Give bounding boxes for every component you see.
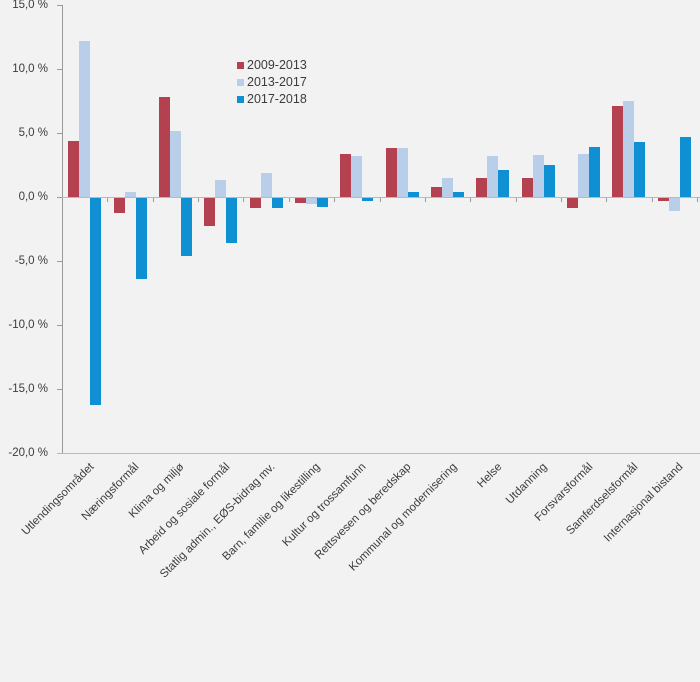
bar-2017-2018-11 (589, 147, 601, 197)
category-label: Kommunal og modernisering (346, 461, 460, 574)
y-axis-label: 15,0 % (12, 0, 48, 12)
bar-2013-2017-1 (124, 191, 136, 197)
bar-2013-2017-2 (169, 130, 181, 197)
category-label: Utdanning (504, 461, 550, 507)
y-axis-label: -20,0 % (8, 446, 48, 459)
y-axis-label: 5,0 % (18, 127, 48, 140)
bar-2013-2017-3 (215, 180, 227, 197)
bar-2013-2017-6 (351, 156, 363, 197)
y-axis-tick (57, 324, 62, 326)
bar-2009-2013-0 (68, 140, 80, 197)
category-tick (288, 198, 290, 202)
zero-line (62, 197, 700, 198)
category-label: Kultur og trossamfunn (280, 461, 369, 550)
category-tick (334, 198, 336, 202)
bar-2013-2017-4 (260, 172, 272, 197)
bar-2013-2017-13 (668, 198, 680, 211)
bar-2017-2018-9 (498, 170, 510, 197)
bar-2017-2018-3 (226, 198, 238, 243)
bar-2017-2018-5 (316, 198, 328, 207)
bar-2009-2013-1 (113, 198, 125, 214)
bar-2013-2017-8 (442, 177, 454, 197)
legend-item: 2009-2013 (237, 57, 307, 74)
bar-2013-2017-10 (532, 154, 544, 197)
y-axis-tick (57, 388, 62, 390)
category-tick (470, 198, 472, 202)
category-label: Rettsvesen og beredskap (312, 461, 414, 562)
legend-swatch-icon (237, 96, 244, 103)
bar-2009-2013-7 (385, 148, 397, 197)
category-label: Arbeid og sosiale formål (136, 461, 233, 557)
legend-swatch-icon (237, 62, 244, 69)
category-label: Barn, familie og likestilling (220, 461, 323, 564)
category-label: Statlig admin., EØS-bidrag mv. (158, 461, 278, 581)
category-tick (198, 198, 200, 202)
bar-2009-2013-13 (657, 198, 669, 201)
legend-item: 2013-2017 (237, 74, 307, 91)
bar-2013-2017-5 (305, 198, 317, 205)
bar-2017-2018-0 (90, 198, 102, 406)
y-axis-label: -5,0 % (14, 254, 48, 267)
category-tick (515, 198, 517, 202)
bar-2017-2018-4 (271, 198, 283, 209)
y-axis-line (62, 5, 63, 453)
bar-2017-2018-2 (180, 198, 192, 256)
bar-2013-2017-9 (487, 156, 499, 197)
y-axis-tick (57, 69, 62, 71)
legend-item: 2017-2018 (237, 91, 307, 108)
y-axis-tick (57, 260, 62, 262)
category-tick (697, 198, 698, 202)
bar-2009-2013-10 (521, 177, 533, 197)
bar-2009-2013-4 (249, 198, 261, 209)
category-tick (62, 198, 63, 202)
y-axis-tick (57, 197, 62, 198)
bar-2009-2013-3 (204, 198, 216, 227)
bar-2017-2018-1 (135, 198, 147, 279)
y-axis-tick (57, 133, 62, 135)
category-label: Helse (475, 461, 505, 491)
bar-2017-2018-6 (362, 198, 374, 201)
bar-2017-2018-12 (634, 142, 646, 197)
category-label: Forsvarsformål (532, 461, 596, 524)
bar-2017-2018-7 (407, 191, 419, 197)
bottom-axis-line (57, 452, 700, 454)
y-axis-tick (57, 5, 62, 7)
category-tick (424, 198, 426, 202)
category-tick (107, 198, 109, 202)
bar-2009-2013-8 (431, 186, 443, 197)
legend-label: 2009-2013 (247, 58, 307, 72)
bar-2009-2013-2 (158, 97, 170, 197)
category-tick (379, 198, 381, 202)
bar-2009-2013-6 (340, 153, 352, 197)
category-tick (606, 198, 608, 202)
category-tick (243, 198, 245, 202)
bar-2013-2017-11 (578, 153, 590, 197)
legend-swatch-icon (237, 79, 244, 86)
bar-2013-2017-12 (623, 101, 635, 197)
bar-2009-2013-9 (476, 177, 488, 197)
y-axis-label: -10,0 % (8, 318, 48, 331)
plot-area: 15,0 % 10,0 % 5,0 % 0,0 % -5,0 % -10,0 % -15,0… (8, 0, 700, 581)
y-axis-label: 10,0 % (12, 63, 48, 76)
y-axis-label: 0,0 % (18, 191, 48, 203)
bar-2013-2017-0 (79, 41, 91, 197)
category-tick (152, 198, 154, 202)
y-axis-label: -15,0 % (8, 382, 48, 395)
bar-2013-2017-7 (396, 148, 408, 197)
legend-label: 2017-2018 (247, 92, 307, 106)
bar-2009-2013-11 (567, 198, 579, 209)
bar-2009-2013-12 (612, 106, 624, 197)
category-label: Internasjonal bistand (602, 461, 686, 545)
legend: 2009-2013 2013-2017 2017-2018 (237, 57, 307, 108)
category-tick (560, 198, 562, 202)
bar-2009-2013-5 (294, 198, 306, 204)
legend-label: 2013-2017 (247, 75, 307, 89)
bar-chart: 15,0 % 10,0 % 5,0 % 0,0 % -5,0 % -10,0 % -15,0… (8, 0, 700, 581)
category-tick (651, 198, 653, 202)
category-label: Samferdselsformål (564, 461, 641, 538)
bar-2017-2018-10 (543, 165, 555, 197)
bar-2017-2018-8 (453, 191, 465, 197)
bar-2017-2018-13 (679, 136, 691, 197)
